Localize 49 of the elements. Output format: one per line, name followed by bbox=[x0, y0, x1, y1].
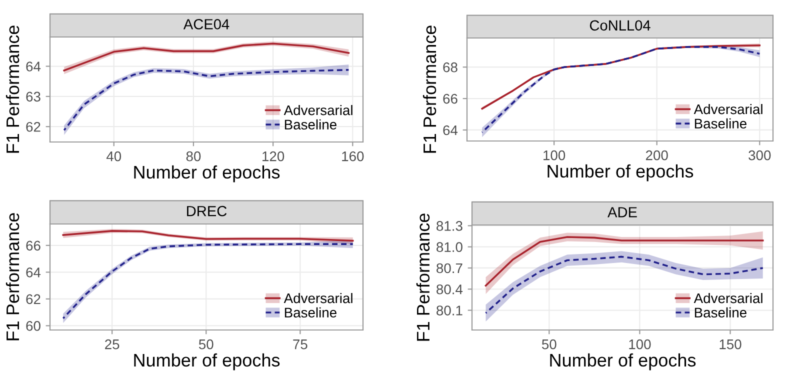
x-tick-label: 150 bbox=[720, 339, 742, 350]
y-axis-title: F1 Performance bbox=[416, 214, 430, 341]
y-tick-label: 80.1 bbox=[436, 306, 462, 316]
legend-label: Baseline bbox=[694, 118, 746, 129]
legend-label: Baseline bbox=[284, 307, 336, 318]
y-axis-title: F1 Performance bbox=[422, 26, 436, 153]
y-tick-label: 81.0 bbox=[436, 242, 462, 252]
y-tick-label: 63 bbox=[26, 92, 40, 102]
x-tick-label: 50 bbox=[542, 339, 556, 350]
x-tick-label: 25 bbox=[105, 339, 120, 350]
x-tick-label: 100 bbox=[544, 150, 566, 160]
chart-title: ACE04 bbox=[183, 19, 230, 30]
x-tick-label: 120 bbox=[262, 151, 284, 162]
y-tick-label: 60 bbox=[26, 321, 40, 331]
y-tick-label: 62 bbox=[26, 294, 40, 304]
y-tick-label: 68 bbox=[443, 62, 458, 72]
y-axis-title: F1 Performance bbox=[6, 213, 20, 340]
x-tick-label: 300 bbox=[748, 150, 771, 160]
x-axis-title: Number of epochs bbox=[134, 165, 280, 182]
y-tick-label: 66 bbox=[443, 94, 458, 104]
x-tick-label: 200 bbox=[646, 150, 668, 160]
y-tick-label: 80.7 bbox=[436, 263, 462, 274]
x-axis-title: Number of epochs bbox=[548, 164, 694, 182]
y-tick-label: 64 bbox=[26, 62, 41, 72]
y-tick-label: 80.4 bbox=[436, 284, 463, 294]
line-series bbox=[484, 236, 764, 287]
chart-title: DREC bbox=[187, 206, 227, 216]
x-tick-label: 80 bbox=[186, 151, 201, 162]
x-tick-label: 40 bbox=[106, 151, 122, 162]
chart-title: ADE bbox=[608, 207, 637, 218]
x-tick-label: 160 bbox=[342, 151, 364, 162]
legend-label: Adversarial bbox=[284, 292, 352, 304]
y-tick-label: 66 bbox=[26, 240, 40, 251]
x-axis-title: Number of epochs bbox=[134, 353, 280, 370]
legend-label: Adversarial bbox=[284, 104, 352, 116]
legend-label: Baseline bbox=[694, 307, 746, 318]
legend-label: Baseline bbox=[284, 119, 336, 130]
y-tick-label: 81.3 bbox=[436, 221, 462, 231]
x-tick-label: 50 bbox=[198, 339, 214, 350]
legend-label: Adversarial bbox=[694, 292, 762, 304]
x-tick-label: 100 bbox=[629, 339, 651, 350]
y-axis-title: F1 Performance bbox=[6, 26, 20, 153]
chart-title: CoNLL04 bbox=[590, 20, 650, 31]
y-tick-label: 62 bbox=[26, 122, 40, 132]
x-axis-title: Number of epochs bbox=[550, 353, 696, 370]
x-tick-label: 75 bbox=[293, 340, 308, 350]
y-tick-label: 64 bbox=[26, 268, 41, 278]
legend-label: Adversarial bbox=[694, 104, 762, 114]
y-tick-label: 64 bbox=[443, 125, 458, 136]
